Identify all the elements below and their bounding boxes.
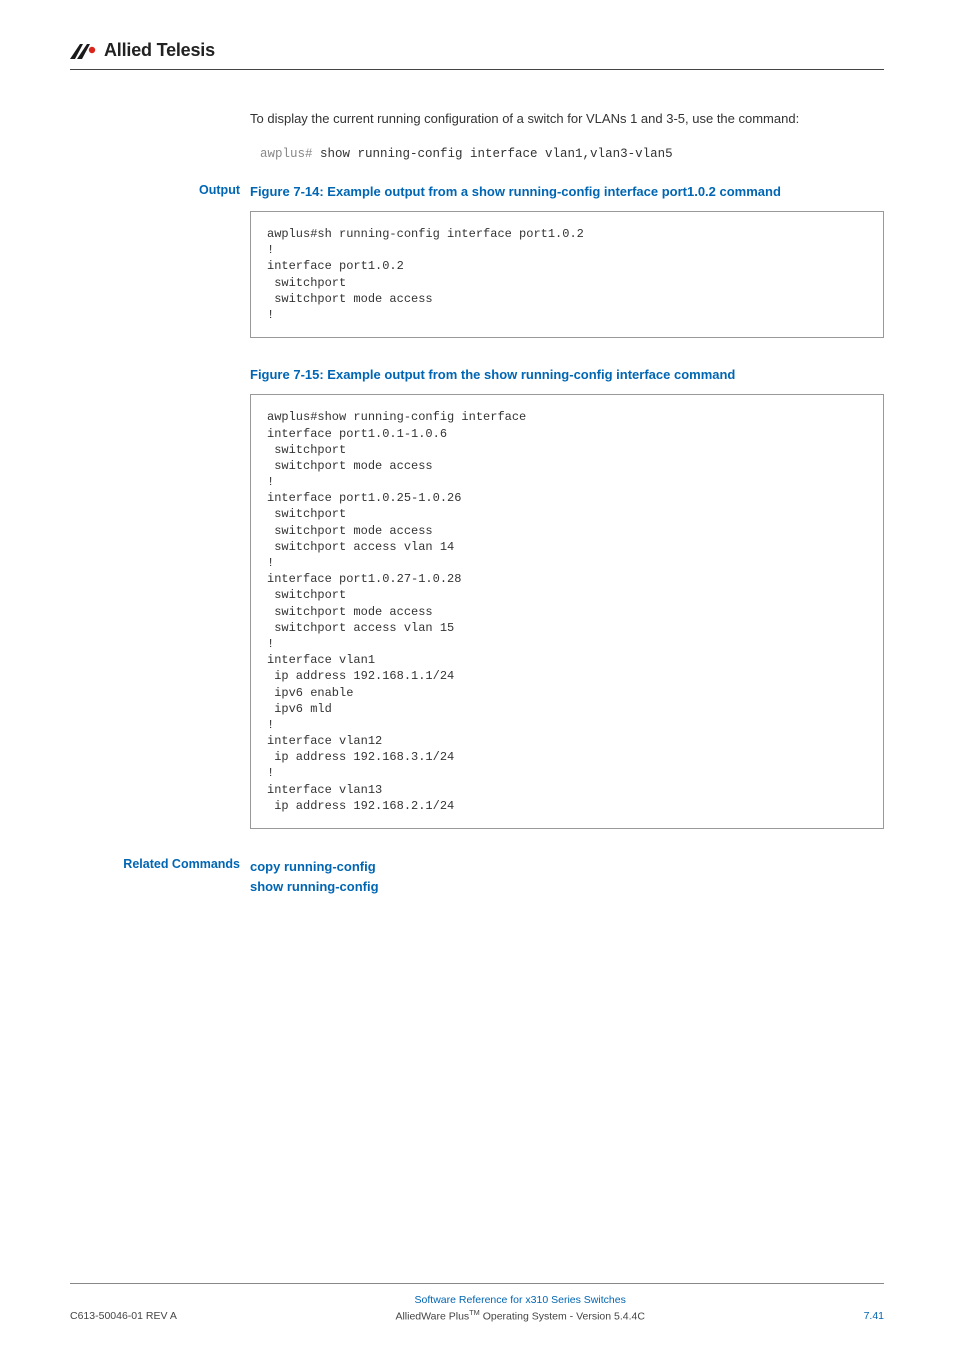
footer-title: Software Reference for x310 Series Switc… [177, 1294, 864, 1306]
footer-doc-id: C613-50046-01 REV A [70, 1310, 177, 1322]
figure-7-15-title: Figure 7-15: Example output from the sho… [250, 366, 884, 384]
logo-glyph-icon [70, 42, 98, 60]
command-line: awplus# show running-config interface vl… [260, 147, 884, 161]
figure-7-14-code: awplus#sh running-config interface port1… [250, 211, 884, 338]
top-rule [70, 69, 884, 70]
trademark-icon: TM [469, 1308, 480, 1317]
cli-command: show running-config interface vlan1,vlan… [313, 147, 673, 161]
output-section-label: Output [70, 183, 240, 197]
page-footer: C613-50046-01 REV A Software Reference f… [70, 1283, 884, 1323]
brand-name: Allied Telesis [104, 40, 215, 61]
figure-7-15-code: awplus#show running-config interface int… [250, 394, 884, 829]
footer-subtitle: AlliedWare PlusTM Operating System - Ver… [177, 1308, 864, 1323]
intro-paragraph: To display the current running configura… [250, 110, 884, 129]
figure-7-14-title: Figure 7-14: Example output from a show … [250, 183, 884, 201]
cli-prompt: awplus# [260, 147, 313, 161]
link-show-running-config[interactable]: show running-config [250, 877, 884, 897]
brand-logo: Allied Telesis [70, 40, 884, 61]
related-commands-label: Related Commands [70, 857, 240, 871]
page-number: 7.41 [864, 1310, 884, 1322]
link-copy-running-config[interactable]: copy running-config [250, 857, 884, 877]
footer-rule [70, 1283, 884, 1284]
